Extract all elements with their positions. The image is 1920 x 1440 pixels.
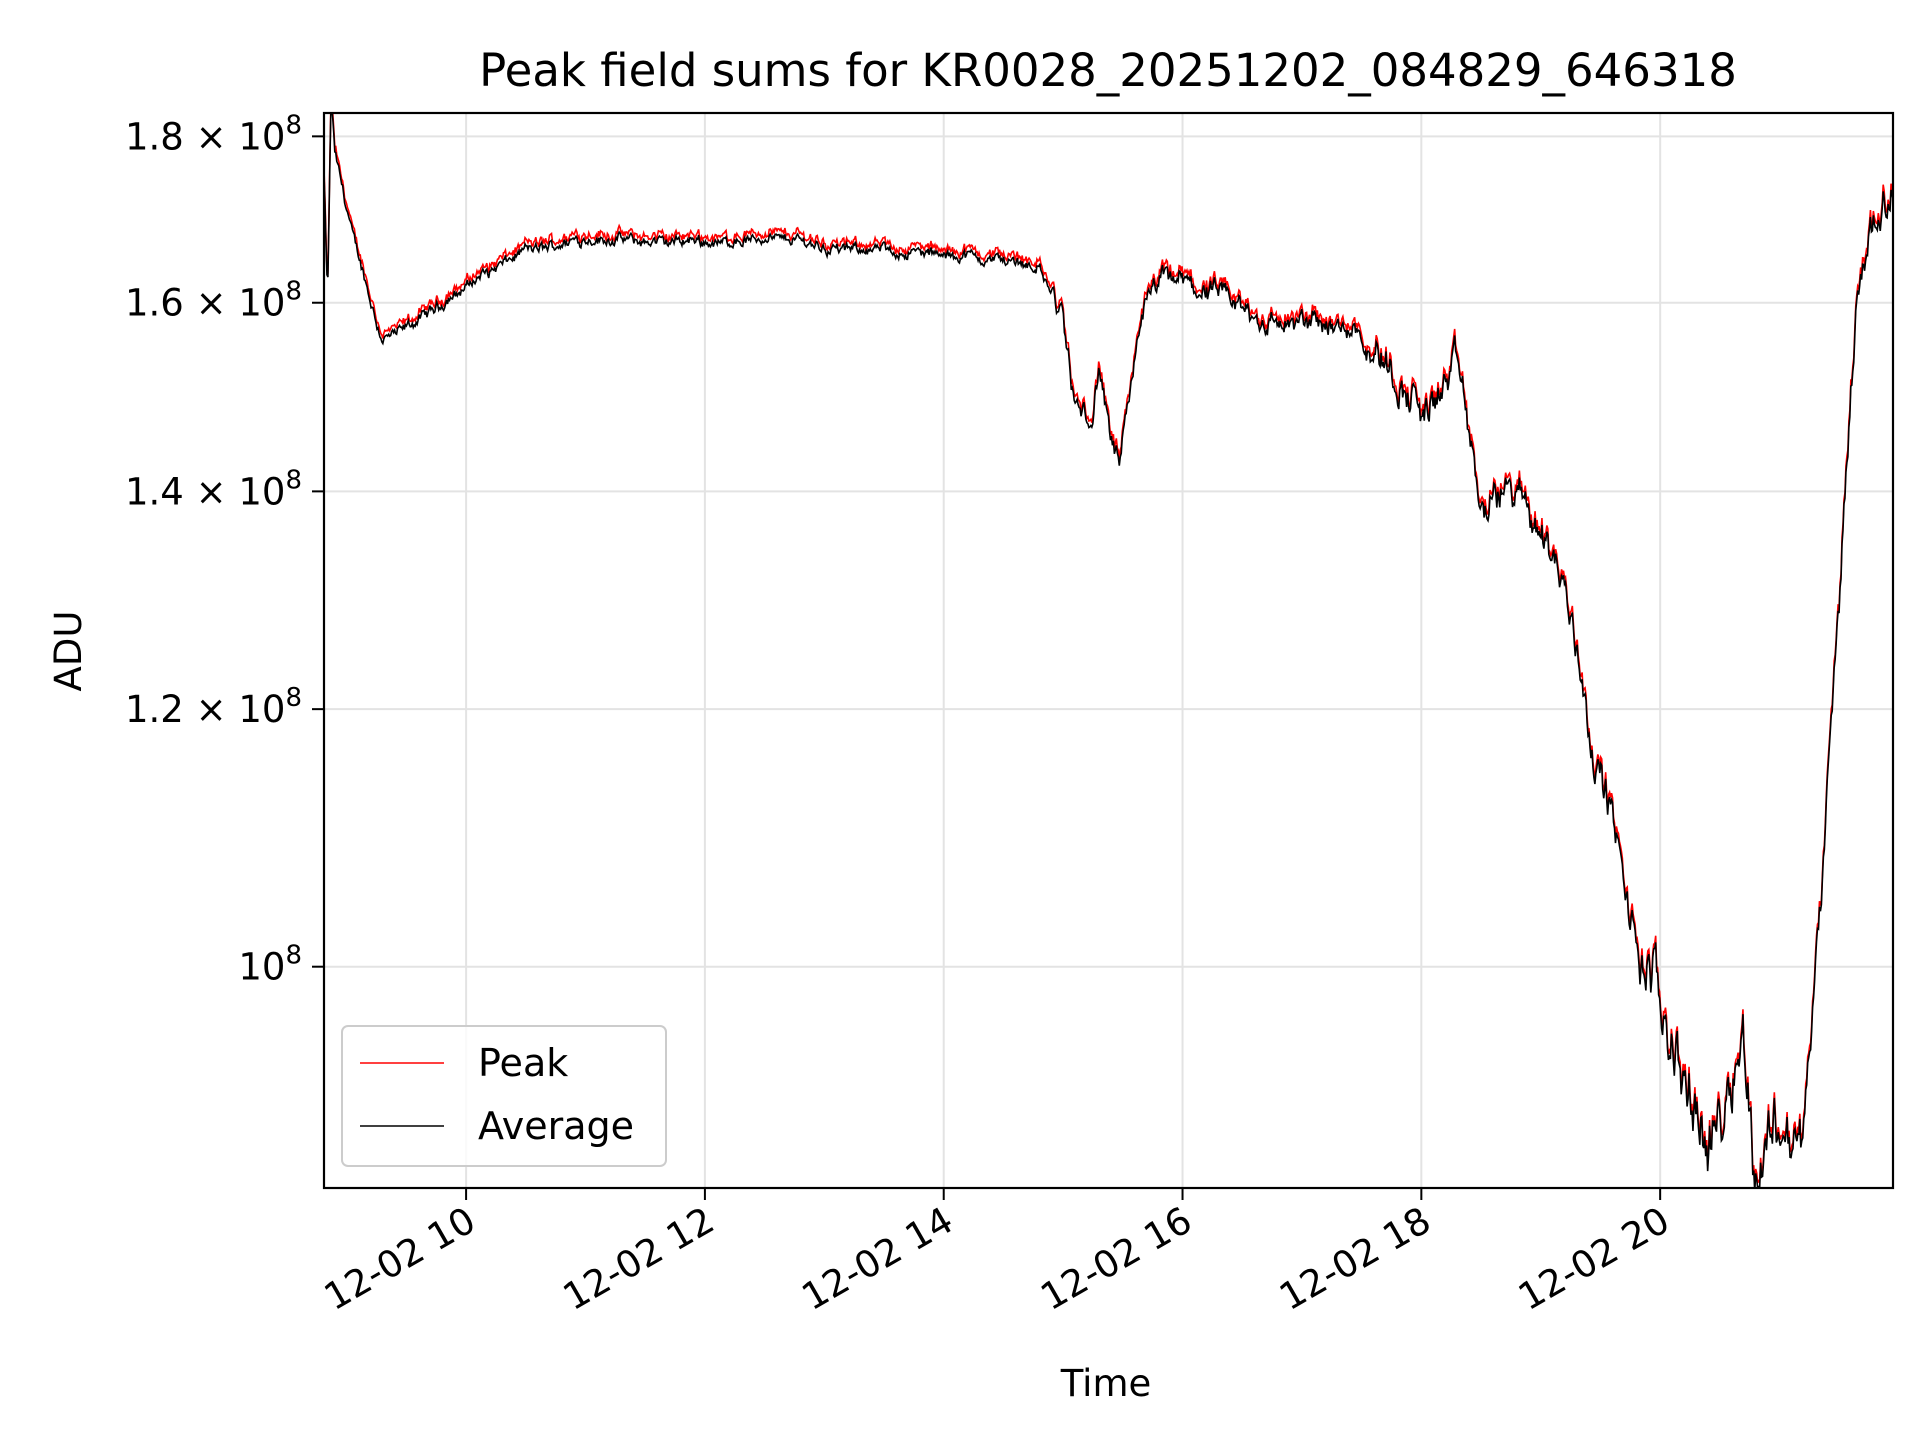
x-tick-label: 12-02 14 — [795, 1199, 961, 1319]
grid-layer — [324, 113, 1893, 1188]
x-axis-ticks: 12-02 10 12-02 12 12-02 14 12-02 16 12-02 18… — [317, 1188, 1677, 1319]
y-tick-label: 1.4 × 108 — [125, 465, 302, 513]
x-tick-label: 12-02 16 — [1033, 1199, 1199, 1319]
x-axis-label: Time — [1060, 1362, 1152, 1405]
x-tick-label: 12-02 10 — [317, 1199, 483, 1319]
x-tick-label: 12-02 18 — [1272, 1199, 1438, 1319]
y-axis-label: ADU — [47, 611, 90, 692]
y-tick-label: 1.8 × 108 — [125, 110, 302, 158]
x-tick-label: 12-02 12 — [556, 1199, 722, 1319]
y-axis-ticks: 108 1.2 × 108 1.4 × 108 1.6 × 108 1.8 × 108 — [125, 110, 324, 989]
y-tick-label: 1.6 × 108 — [125, 277, 302, 325]
y-tick-label: 108 — [238, 941, 302, 989]
legend-label-average: Average — [478, 1104, 634, 1148]
legend: Peak Average — [341, 1025, 667, 1167]
legend-label-peak: Peak — [478, 1041, 568, 1085]
plot-frame — [322, 111, 1895, 1190]
series-line-peak — [324, 113, 1893, 1186]
chart-title: Peak field sums for KR0028_20251202_0848… — [479, 44, 1737, 97]
x-tick-label: 12-02 20 — [1511, 1199, 1677, 1319]
plot-layer — [324, 113, 1893, 1188]
y-tick-label: 1.2 × 108 — [125, 683, 302, 731]
series-line-average — [324, 113, 1893, 1188]
legend-box — [341, 1025, 667, 1167]
